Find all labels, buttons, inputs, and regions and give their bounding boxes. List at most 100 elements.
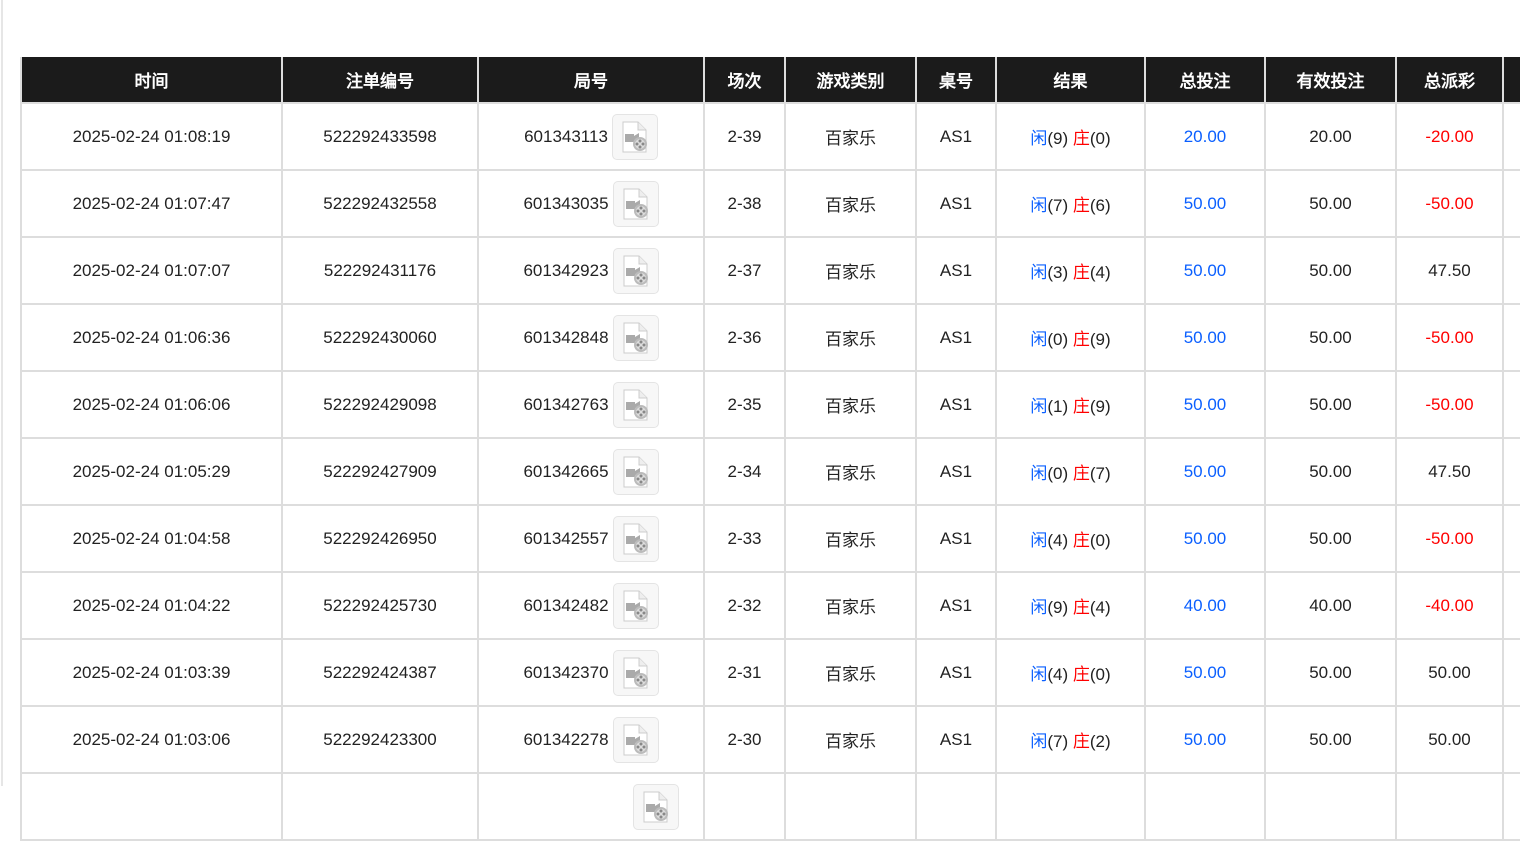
column-header-bet-no: 注单编号 <box>281 57 479 103</box>
video-replay-icon[interactable] <box>612 716 659 763</box>
table-row: 2025-02-24 01:08:19 522292433598 601343113… <box>20 102 1520 171</box>
table-row: 2025-02-24 01:07:07 522292431176 601342923… <box>20 236 1520 305</box>
round-cell: 2-31 <box>703 638 786 707</box>
table-no-cell: AS1 <box>915 571 997 640</box>
bet-no-cell: 522292426950 <box>281 504 479 573</box>
total-bet-cell: 50.00 <box>1144 705 1266 774</box>
game-no: 601343113 <box>524 126 608 146</box>
game-no-cell: 601342557 <box>477 504 705 573</box>
total-bet-cell: 50.00 <box>1144 504 1266 573</box>
banker-label: 庄 <box>1072 732 1090 751</box>
player-label: 闲 <box>1030 129 1048 148</box>
round-cell: 2-35 <box>703 370 786 439</box>
extra-cell <box>1502 303 1520 372</box>
total-bet-cell: 50.00 <box>1144 236 1266 305</box>
payout-cell: 50.00 <box>1395 705 1504 774</box>
game-no-cell: 601342923 <box>477 236 705 305</box>
banker-label: 庄 <box>1072 330 1090 349</box>
video-replay-icon[interactable] <box>611 113 658 160</box>
total-bet-cell: 50.00 <box>1144 638 1266 707</box>
game-no: 601342370 <box>523 662 609 682</box>
table-no-cell: AS1 <box>915 705 997 774</box>
payout-cell: -40.00 <box>1395 571 1504 640</box>
player-points: (3) <box>1047 263 1069 282</box>
payout-cell: -20.00 <box>1395 102 1504 171</box>
result-cell: 闲(4) 庄(0) <box>995 638 1146 707</box>
game-no-cell: 601342763 <box>477 370 705 439</box>
bet-no-cell: 522292427909 <box>281 437 479 506</box>
table-row: 2025-02-24 01:03:39 522292424387 601342370… <box>20 638 1520 707</box>
valid-bet-cell: 50.00 <box>1264 169 1397 238</box>
game-type-cell: 百家乐 <box>784 236 917 305</box>
total-bet-cell: 20.00 <box>1144 102 1266 171</box>
round-cell: 2-38 <box>703 169 786 238</box>
bet-no-cell: 522292432558 <box>281 169 479 238</box>
video-replay-icon[interactable] <box>612 314 659 361</box>
column-header-total-bet: 总投注 <box>1144 57 1266 103</box>
table-row: 2025-02-24 01:06:36 522292430060 601342848… <box>20 303 1520 372</box>
result-cell: 闲(9) 庄(4) <box>995 571 1146 640</box>
result-cell: 闲(1) 庄(9) <box>995 370 1146 439</box>
table-row: 2025-02-24 01:04:22 522292425730 601342482… <box>20 571 1520 640</box>
game-no: 601342557 <box>523 528 609 548</box>
player-points: (9) <box>1047 598 1069 617</box>
banker-label: 庄 <box>1072 196 1090 215</box>
player-points: (7) <box>1047 732 1069 751</box>
video-replay-icon[interactable] <box>612 649 659 696</box>
banker-label: 庄 <box>1072 397 1090 416</box>
result-cell: 闲(4) 庄(0) <box>995 504 1146 573</box>
video-replay-icon[interactable] <box>612 180 659 227</box>
time-cell: 2025-02-24 01:07:07 <box>20 236 283 305</box>
video-replay-icon[interactable] <box>612 515 659 562</box>
player-label: 闲 <box>1030 263 1048 282</box>
time-cell: 2025-02-24 01:06:36 <box>20 303 283 372</box>
player-points: (0) <box>1047 330 1069 349</box>
game-no-cell: 601342848 <box>477 303 705 372</box>
time-cell: 2025-02-24 01:08:19 <box>20 102 283 171</box>
video-replay-icon[interactable] <box>612 582 659 629</box>
valid-bet-cell: 20.00 <box>1264 102 1397 171</box>
extra-cell <box>1502 571 1520 640</box>
video-replay-icon[interactable] <box>612 247 659 294</box>
player-points: (0) <box>1047 464 1069 483</box>
banker-label: 庄 <box>1072 464 1090 483</box>
game-no: 601342665 <box>523 461 609 481</box>
player-label: 闲 <box>1030 665 1048 684</box>
video-replay-icon[interactable] <box>612 381 659 428</box>
banker-points: (7) <box>1089 464 1111 483</box>
video-replay-icon[interactable] <box>633 783 679 830</box>
payout-cell: 47.50 <box>1395 236 1504 305</box>
total-bet-cell: 50.00 <box>1144 370 1266 439</box>
round-cell: 2-33 <box>703 504 786 573</box>
extra-cell <box>1502 169 1520 238</box>
result-cell: 闲(9) 庄(0) <box>995 102 1146 171</box>
valid-bet-cell: 50.00 <box>1264 236 1397 305</box>
game-no: 601342848 <box>523 327 609 347</box>
banker-label: 庄 <box>1072 263 1090 282</box>
extra-cell <box>1502 638 1520 707</box>
bet-no-cell: 522292430060 <box>281 303 479 372</box>
table-no-cell: AS1 <box>915 437 997 506</box>
result-cell: 闲(7) 庄(2) <box>995 705 1146 774</box>
table-row: 2025-02-24 01:07:47 522292432558 601343035… <box>20 169 1520 238</box>
extra-cell <box>1502 236 1520 305</box>
extra-cell <box>1502 437 1520 506</box>
video-replay-icon[interactable] <box>612 448 659 495</box>
banker-points: (0) <box>1089 665 1111 684</box>
valid-bet-cell: 50.00 <box>1264 705 1397 774</box>
game-no: 601343035 <box>523 193 609 213</box>
table-no-cell: AS1 <box>915 236 997 305</box>
player-points: (4) <box>1047 665 1069 684</box>
table-row: 2025-02-24 01:04:58 522292426950 601342557… <box>20 504 1520 573</box>
column-header-game-type: 游戏类别 <box>784 57 917 103</box>
column-header-result: 结果 <box>995 57 1146 103</box>
payout-cell: -50.00 <box>1395 370 1504 439</box>
banker-label: 庄 <box>1072 531 1090 550</box>
valid-bet-cell: 50.00 <box>1264 370 1397 439</box>
bet-no-cell: 522292431176 <box>281 236 479 305</box>
payout-cell: 50.00 <box>1395 638 1504 707</box>
player-label: 闲 <box>1030 732 1048 751</box>
player-label: 闲 <box>1030 196 1048 215</box>
bet-history-table-wrap: 时间 注单编号 局号 场次 游戏类别 桌号 结果 总投注 有效投注 总派彩 2025-02-24 … <box>20 57 1520 841</box>
bet-history-table: 时间 注单编号 局号 场次 游戏类别 桌号 结果 总投注 有效投注 总派彩 2025-02-24 … <box>20 57 1520 841</box>
